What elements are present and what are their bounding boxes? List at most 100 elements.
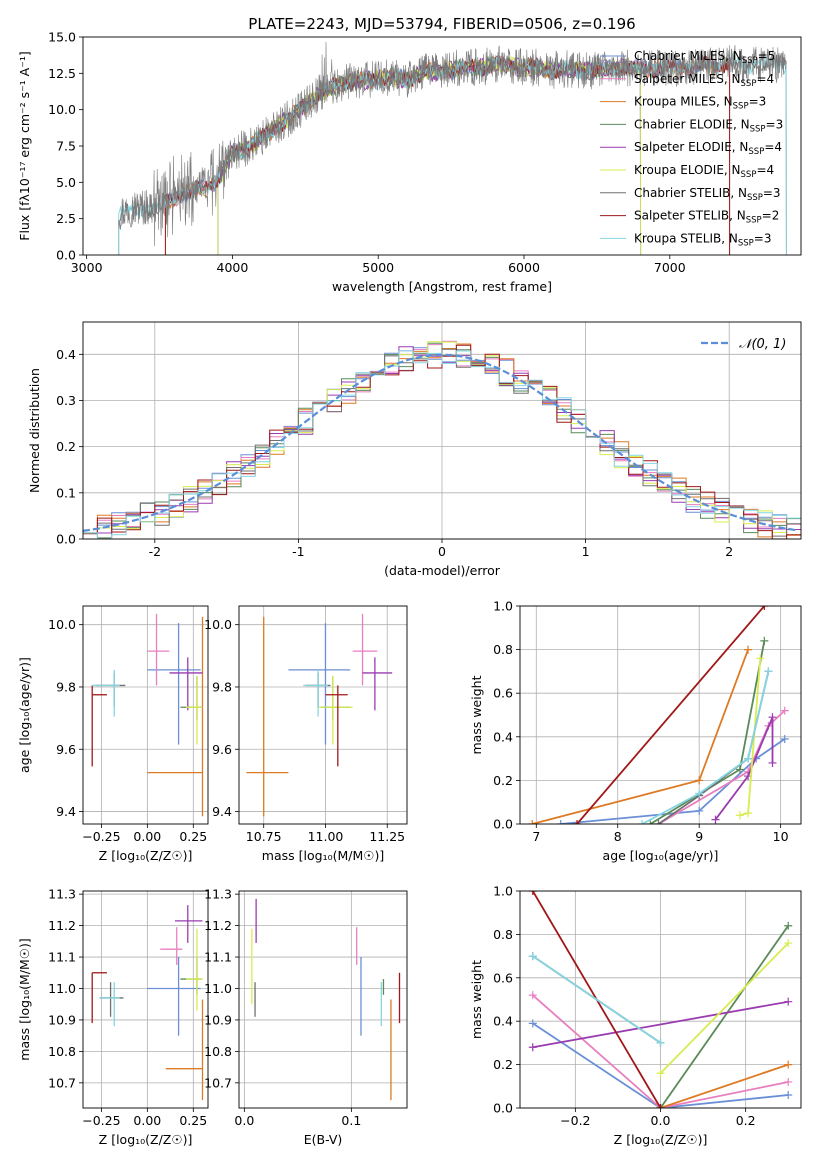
legend-entry-sub: SSP: [747, 193, 763, 203]
error-bars: [251, 898, 401, 1101]
legend-entry: Kroupa MILES, NSSP=3: [634, 95, 766, 112]
weight-marker: [735, 765, 744, 774]
error-bar-point: [99, 982, 120, 1027]
weight-line: [532, 994, 789, 1108]
x-axis-label: Z [log₁₀(Z/Z☉)]: [99, 1132, 193, 1147]
legend-entry-name: Kroupa MILES, N: [634, 95, 733, 109]
weight-marker: [573, 820, 582, 824]
axes-frame: [82, 321, 802, 540]
y-tick-label: 11.0: [204, 981, 232, 996]
weight-marker: [768, 713, 777, 722]
x-tick-label: 0.1: [341, 1113, 361, 1128]
weight-marker: [744, 754, 753, 763]
x-tick-label: 6000: [508, 260, 540, 275]
weight-marker: [784, 921, 793, 930]
y-tick-label: 10.9: [204, 1012, 232, 1027]
model-spectrum-line: [217, 55, 642, 255]
weight-line: [641, 671, 770, 824]
weight-marker: [654, 820, 663, 824]
legend-entry-count: =3: [754, 231, 772, 245]
legend-entry-count: =4: [764, 140, 782, 154]
legend-entry-count: =2: [762, 209, 780, 223]
x-axis-label: mass [log₁₀(M/M☉)]: [262, 848, 384, 863]
weight-vs-Z-chart: −0.2 0.0 0.2 0.0 0.2 0.4 0.6 0.8 1.0 Z [log₁₀(Z/Z…: [469, 884, 802, 1147]
legend-entry-sub: SSP: [741, 79, 757, 89]
legend-entry-name: Chabrier ELODIE, N: [634, 117, 750, 131]
grid: [83, 891, 208, 1108]
grid: [239, 891, 407, 1108]
y-tick-label: 0.2: [56, 439, 76, 454]
spectrum-chart: 3000 4000 5000 6000 7000 0.0 2.5 5.0 7.5 10.0 12.5…: [17, 15, 802, 294]
x-tick-label: 0.0: [651, 1113, 671, 1128]
error-bars: [91, 905, 204, 1101]
axes-frame: [519, 890, 802, 1109]
legend-entry-name: Salpeter MILES, N: [634, 72, 741, 86]
weight-marker: [528, 1043, 537, 1052]
weight-marker: [764, 667, 773, 676]
histogram-step-line: [83, 350, 801, 539]
y-tick-label: 9.8: [56, 679, 76, 694]
error-bar-point: [180, 676, 203, 720]
weight-marker: [528, 1019, 537, 1028]
mass-vs-Z-chart: −0.25 0.00 0.25 10.7 10.8 10.9 11.0 11.1 11.2 11.…: [17, 887, 209, 1147]
x-tick-label: 5000: [362, 260, 394, 275]
legend-entry-count: =3: [763, 186, 781, 200]
legend-entry-name: Salpeter STELIB, N: [634, 209, 746, 223]
legend-entry: Chabrier ELODIE, NSSP=3: [634, 117, 783, 134]
legend-entry-name: Kroupa STELIB, N: [634, 231, 738, 245]
y-tick-label: 10.8: [204, 1044, 232, 1059]
x-axis-label: age [log₁₀(age/yr)]: [603, 848, 719, 863]
y-tick-label: 9.6: [212, 742, 232, 757]
y-axis-label: mass [log₁₀(M/M☉)]: [17, 938, 32, 1060]
error-bar-point: [165, 999, 204, 1101]
y-tick-label: 11.2: [48, 918, 76, 933]
y-tick-label: 9.8: [212, 679, 232, 694]
mass-vs-ebv-chart: 0.0 0.1 10.7 10.8 10.9 11.0 11.1 11.2 11.3 E(B-V): [204, 887, 408, 1147]
weight-line: [532, 955, 662, 1044]
gaussian-curve: [83, 353, 799, 532]
residuals-chart: -2 -1 0 1 2 0.0 0.1 0.2 0.3 0.4 (data-model)/error…: [27, 321, 802, 578]
x-axis-label: Z [log₁₀(Z/Z☉)]: [99, 848, 193, 863]
y-tick-label: 0.2: [493, 773, 513, 788]
weight-marker: [784, 1077, 793, 1086]
weight-marker: [695, 806, 704, 815]
axes-frame: [82, 605, 209, 825]
error-bar-point: [147, 957, 201, 1036]
error-bar-point: [91, 685, 107, 767]
y-tick-label: 9.4: [56, 804, 76, 819]
y-tick-label: 9.6: [56, 742, 76, 757]
error-bar-point: [91, 972, 107, 1024]
y-tick-label: 15.0: [48, 30, 76, 45]
x-tick-label: -2: [149, 544, 161, 559]
y-tick-label: 0.4: [493, 729, 513, 744]
weight-marker: [656, 1104, 665, 1108]
y-tick-label: 0.8: [493, 927, 513, 942]
weight-marker: [784, 997, 793, 1006]
x-tick-label: 4000: [217, 260, 249, 275]
x-tick-label: 9: [695, 829, 703, 844]
weight-marker: [744, 809, 753, 818]
weight-marker: [656, 1038, 665, 1047]
x-tick-label: 0.00: [133, 829, 161, 844]
error-bars: [246, 613, 393, 817]
error-bar-point: [147, 623, 201, 745]
weight-marker: [556, 820, 565, 824]
error-bars: [91, 613, 204, 817]
weight-lines: [528, 606, 789, 824]
y-axis-label: Flux [fλ10⁻¹⁷ erg cm⁻² s⁻¹ A⁻¹]: [17, 51, 32, 240]
weight-line: [560, 738, 786, 824]
y-tick-label: 0.8: [493, 642, 513, 657]
histograms: [83, 340, 801, 539]
error-bar-point: [185, 676, 203, 745]
legend-entry-name: Kroupa ELODIE, N: [634, 163, 741, 177]
x-tick-label: −0.2: [560, 1113, 590, 1128]
y-tick-label: 10.0: [48, 102, 76, 117]
y-tick-label: 0.6: [493, 970, 513, 985]
y-tick-label: 10.0: [204, 617, 232, 632]
y-tick-label: 11.1: [204, 950, 232, 965]
weight-vs-age-chart: 7 8 9 10 0.0 0.2 0.4 0.6 0.8 1.0 age [log₁₀(age/yr…: [469, 599, 802, 863]
error-bar-point: [362, 657, 393, 711]
x-tick-label: 0.25: [179, 1113, 207, 1128]
x-axis-label: E(B-V): [304, 1132, 343, 1147]
